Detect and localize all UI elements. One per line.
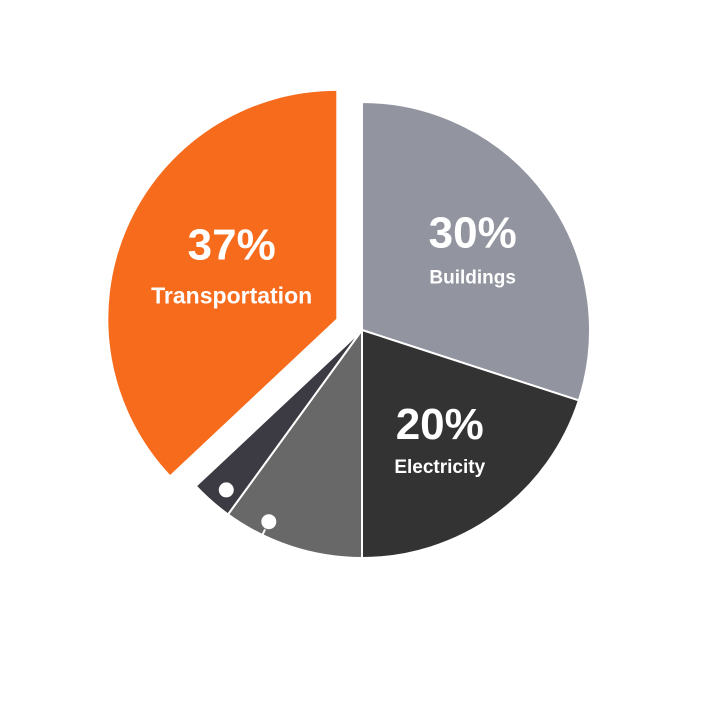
pie-slice-unlabeled-2 (226, 326, 363, 560)
pie-slice-buildings (361, 100, 591, 402)
pie-slice-unlabeled-3 (194, 329, 363, 516)
pie-slice-electricity (361, 328, 581, 560)
pie-labels: 30% Buildings 20% Electricity 37% Transportat… (151, 209, 517, 478)
pie-markers (217, 481, 278, 539)
slice-value-label-transportation: 37% (188, 221, 276, 270)
pie-slices (108, 90, 591, 560)
slice-marker-dot-unlabeled-3 (217, 481, 235, 499)
pie-slice-transportation (108, 90, 337, 475)
slice-name-label-electricity: Electricity (394, 457, 485, 478)
slice-name-label-transportation: Transportation (151, 283, 312, 309)
slice-value-label-buildings: 30% (429, 209, 517, 258)
slice-value-label-electricity: 20% (396, 400, 484, 449)
slice-marker-dot-unlabeled-2 (260, 513, 278, 531)
slice-name-label-buildings: Buildings (429, 268, 516, 289)
